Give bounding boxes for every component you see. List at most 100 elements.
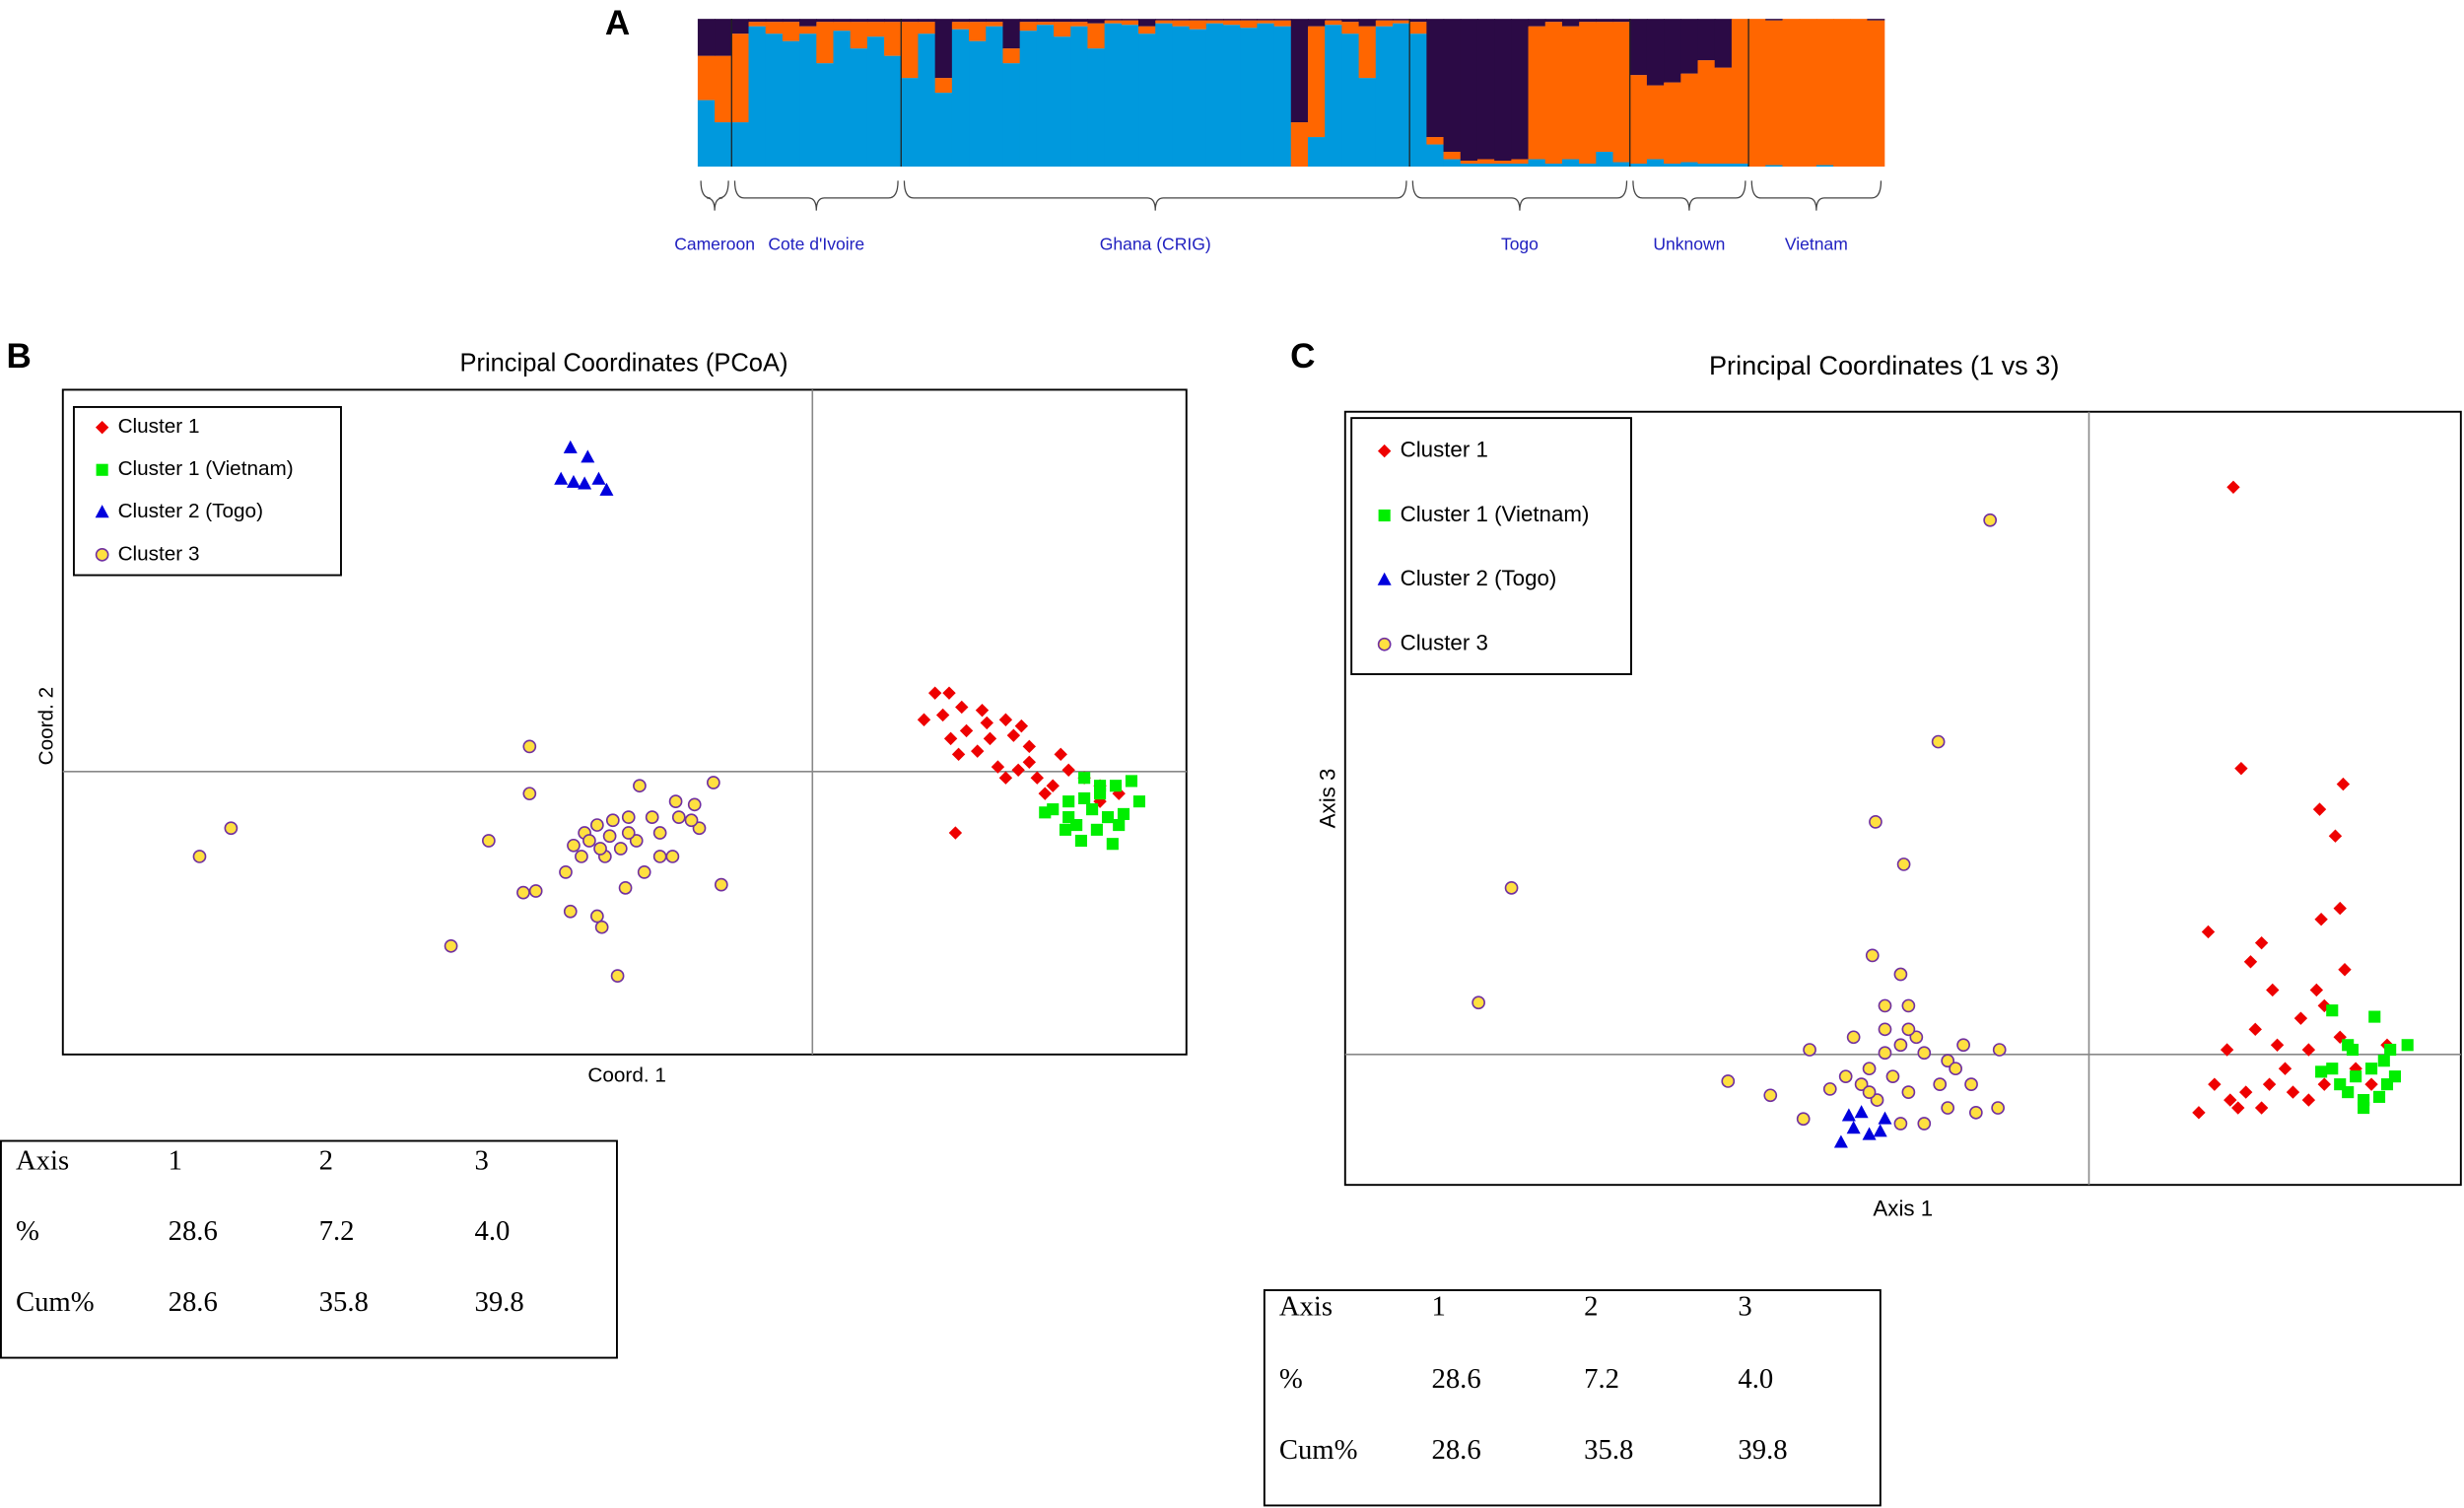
point [2349,1062,2362,1075]
point [2266,983,2280,997]
point [955,700,969,715]
bar-segment [782,19,800,23]
bar-segment [1544,22,1563,165]
bar-segment [1104,19,1123,21]
bar-segment [1612,19,1631,23]
bar-segment [866,36,885,168]
group-label: Unknown [1653,234,1725,253]
legend-label: Cluster 1 [118,415,200,438]
table-cell: Axis [1279,1291,1333,1323]
point [706,776,720,789]
bar-segment [1054,19,1071,23]
legend-box [72,406,342,577]
point [582,834,596,848]
bar-segment [934,19,953,79]
group-label: Vietnam [1785,234,1848,253]
bar-segment [1240,20,1259,29]
panel-label: C [1290,337,1315,376]
bar-segment [1138,34,1156,168]
point [2243,955,2258,969]
point [559,865,573,879]
point [1074,834,1087,848]
bar-segment [782,40,800,168]
bar-segment [1664,82,1681,165]
table-cell: 4.0 [475,1215,511,1247]
bar-segment [969,19,987,23]
bar-segment [884,22,902,56]
point [2315,1065,2328,1078]
point [516,885,530,900]
point [1846,1030,1861,1045]
point [1941,1101,1955,1115]
legend-marker [95,505,109,518]
point [563,904,578,919]
point [1878,998,1892,1013]
bar-segment [816,19,835,23]
bar-segment [715,55,732,123]
bar-segment [816,63,835,168]
point [590,909,604,924]
bar-segment [1273,26,1292,168]
bar-segment [748,22,767,27]
point [1006,728,1021,742]
bar-segment [901,78,920,168]
point [599,482,614,496]
bar-segment [1257,20,1275,24]
bar-segment [1612,162,1631,168]
panel-label: B [6,337,31,376]
bar-segment [1290,122,1309,168]
bar-segment [1172,19,1191,21]
bar-segment [1104,23,1123,168]
bar-segment [1731,19,1749,165]
point [1991,1101,2005,1115]
panel-label: A [605,4,630,42]
bar-segment [1697,60,1716,165]
bar-segment [731,19,750,34]
point [1106,838,1119,851]
bar-segment [934,93,953,168]
bar-segment [1511,159,1530,165]
point [1865,948,1880,963]
legend-label: Cluster 1 (Vietnam) [118,457,294,480]
point [1721,1074,1736,1088]
point [2333,901,2347,916]
bar-segment [850,19,868,23]
bar-segment [697,55,716,101]
bar-segment [1629,164,1648,168]
bar-segment [731,34,750,123]
point [2384,1044,2397,1057]
bar-segment [1189,19,1207,21]
point [684,813,699,828]
legend-label: Cluster 3 [118,542,200,565]
group-bracket [903,180,1407,211]
bar-segment [697,19,716,56]
point [2254,935,2269,950]
point [951,747,966,762]
bar-segment [1680,73,1699,163]
point [983,731,997,746]
bar-segment [1815,165,1834,168]
point [1870,1093,1884,1107]
point [1090,823,1103,836]
point [1901,998,1916,1013]
point [1941,1054,1955,1068]
point [567,838,581,853]
bar-segment [1189,29,1207,168]
bar-segment [1375,19,1394,21]
point [2368,1010,2381,1023]
bar-segment [1646,159,1665,168]
bar-segment [1629,19,1648,76]
point [2365,1062,2378,1075]
point [2326,1004,2339,1017]
bar-segment [951,29,970,168]
bar-segment [833,22,852,32]
legend-box [1350,417,1632,675]
bar-segment [1155,20,1174,24]
point [1086,803,1099,816]
point [1014,719,1029,733]
table-cell: 35.8 [1584,1434,1633,1466]
bar-segment [1476,159,1495,165]
point [1878,1111,1892,1125]
bar-segment [1002,48,1021,64]
point [1901,1085,1916,1099]
